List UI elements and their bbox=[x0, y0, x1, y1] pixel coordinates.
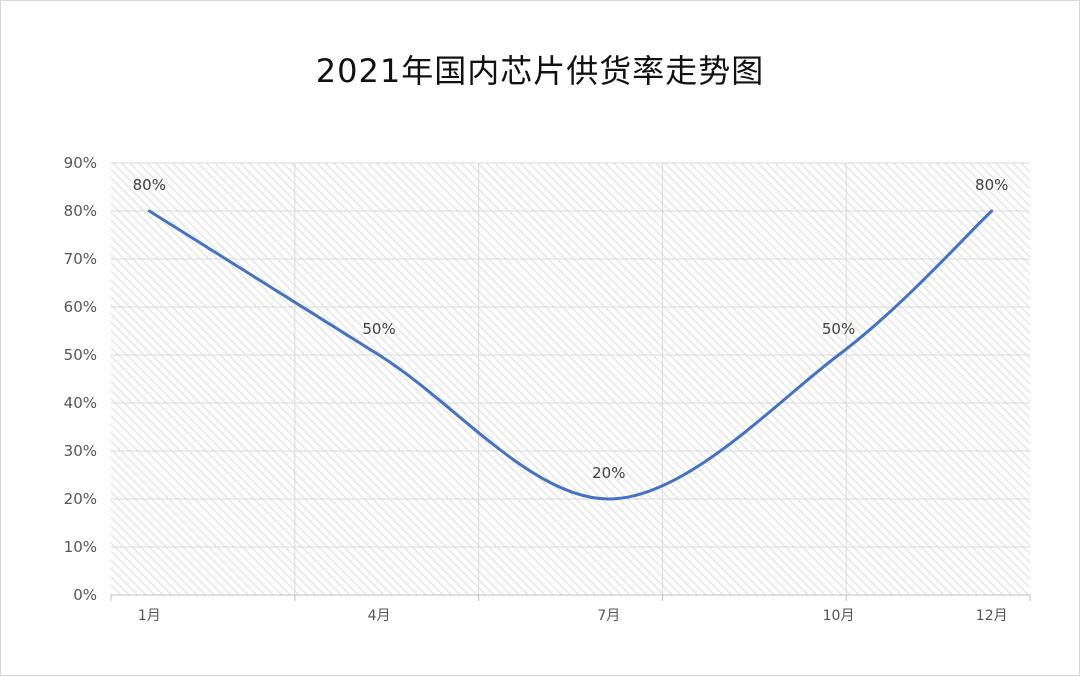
plot-area bbox=[111, 163, 1030, 595]
data-label: 50% bbox=[362, 320, 395, 338]
data-label: 80% bbox=[133, 176, 166, 194]
y-tick-label: 50% bbox=[64, 346, 97, 364]
y-tick-label: 70% bbox=[64, 250, 97, 268]
chart-title: 2021年国内芯片供货率走势图 bbox=[315, 52, 765, 90]
y-tick-label: 0% bbox=[73, 586, 97, 604]
x-tick-label: 7月 bbox=[597, 608, 620, 624]
y-tick-label: 90% bbox=[64, 154, 97, 172]
x-tick-label: 1月 bbox=[138, 608, 161, 624]
x-tick-label: 10月 bbox=[823, 608, 855, 624]
data-label: 20% bbox=[592, 464, 625, 482]
y-tick-label: 10% bbox=[64, 538, 97, 556]
y-tick-label: 80% bbox=[64, 202, 97, 220]
data-label: 50% bbox=[822, 320, 855, 338]
x-tick-label: 4月 bbox=[368, 608, 391, 624]
series-line bbox=[147, 209, 994, 501]
y-tick-label: 60% bbox=[64, 298, 97, 316]
x-tick-label: 12月 bbox=[976, 608, 1008, 624]
y-tick-label: 30% bbox=[64, 442, 97, 460]
y-tick-label: 20% bbox=[64, 490, 97, 508]
data-label: 80% bbox=[975, 176, 1008, 194]
y-tick-label: 40% bbox=[64, 394, 97, 412]
